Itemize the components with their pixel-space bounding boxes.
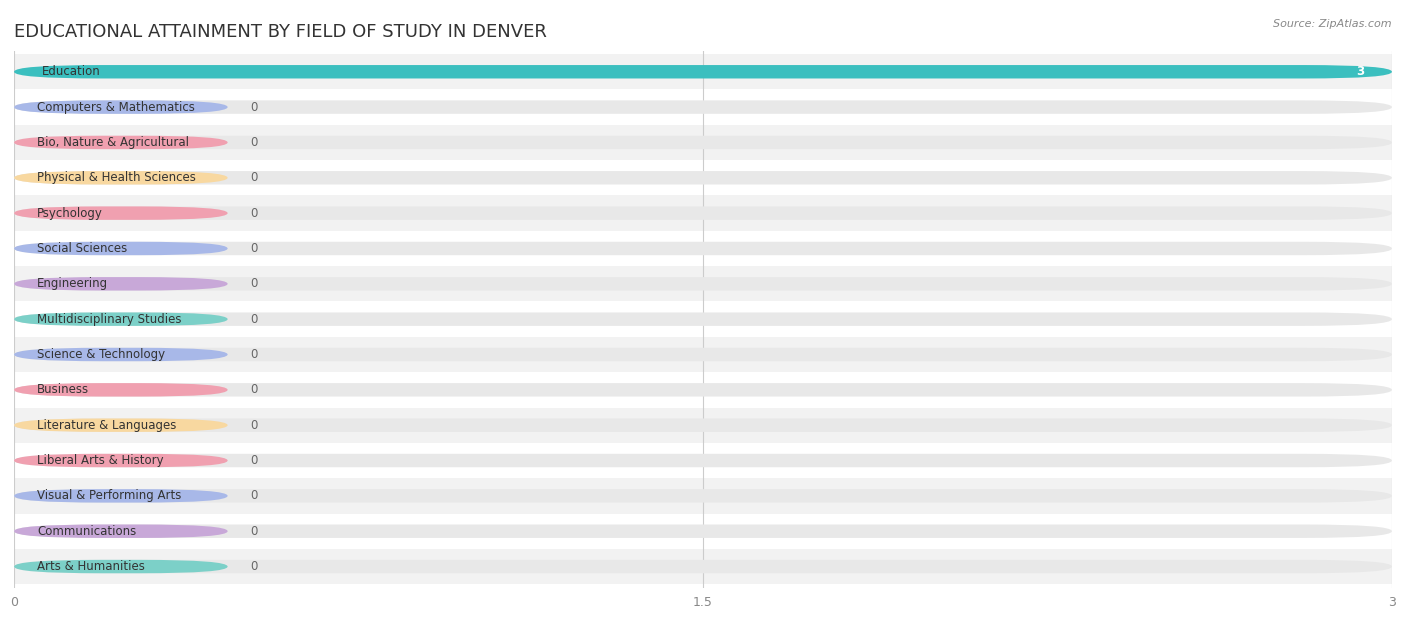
FancyBboxPatch shape	[14, 277, 1392, 291]
Text: Source: ZipAtlas.com: Source: ZipAtlas.com	[1274, 19, 1392, 29]
Text: Social Sciences: Social Sciences	[37, 242, 128, 255]
Text: Bio, Nature & Agricultural: Bio, Nature & Agricultural	[37, 136, 188, 149]
FancyBboxPatch shape	[14, 100, 1392, 114]
FancyBboxPatch shape	[14, 489, 228, 502]
Bar	[0, 301, 1406, 337]
FancyBboxPatch shape	[14, 418, 1392, 432]
Bar	[0, 478, 1406, 514]
Bar	[0, 266, 1406, 301]
FancyBboxPatch shape	[14, 418, 228, 432]
Bar	[0, 337, 1406, 372]
Text: 0: 0	[250, 313, 257, 325]
Text: Liberal Arts & History: Liberal Arts & History	[37, 454, 163, 467]
Bar	[0, 549, 1406, 584]
FancyBboxPatch shape	[14, 525, 1392, 538]
Bar	[0, 195, 1406, 231]
FancyBboxPatch shape	[14, 277, 228, 291]
Bar	[0, 408, 1406, 443]
Text: 0: 0	[250, 277, 257, 290]
Text: Education: Education	[42, 65, 100, 78]
Text: Psychology: Psychology	[37, 207, 103, 220]
Bar	[0, 514, 1406, 549]
Text: 0: 0	[250, 136, 257, 149]
Text: 0: 0	[250, 242, 257, 255]
Text: 0: 0	[250, 100, 257, 114]
Bar	[0, 125, 1406, 160]
FancyBboxPatch shape	[14, 454, 228, 467]
Text: Business: Business	[37, 384, 89, 396]
FancyBboxPatch shape	[14, 100, 228, 114]
FancyBboxPatch shape	[14, 242, 1392, 255]
FancyBboxPatch shape	[14, 136, 1392, 149]
FancyBboxPatch shape	[14, 525, 228, 538]
FancyBboxPatch shape	[14, 348, 228, 362]
FancyBboxPatch shape	[14, 242, 228, 255]
Bar	[0, 54, 1406, 90]
FancyBboxPatch shape	[14, 560, 228, 573]
Text: Science & Technology: Science & Technology	[37, 348, 165, 361]
Text: 0: 0	[250, 418, 257, 432]
FancyBboxPatch shape	[14, 454, 1392, 467]
Text: 0: 0	[250, 489, 257, 502]
FancyBboxPatch shape	[14, 207, 1392, 220]
Text: 0: 0	[250, 348, 257, 361]
Text: Computers & Mathematics: Computers & Mathematics	[37, 100, 195, 114]
FancyBboxPatch shape	[14, 207, 228, 220]
FancyBboxPatch shape	[14, 560, 1392, 573]
FancyBboxPatch shape	[14, 383, 1392, 396]
Text: 0: 0	[250, 384, 257, 396]
Text: Multidisciplinary Studies: Multidisciplinary Studies	[37, 313, 181, 325]
Text: 3: 3	[1357, 65, 1364, 78]
FancyBboxPatch shape	[14, 489, 1392, 502]
Text: 0: 0	[250, 207, 257, 220]
Bar	[0, 372, 1406, 408]
Text: Physical & Health Sciences: Physical & Health Sciences	[37, 171, 195, 185]
Text: Visual & Performing Arts: Visual & Performing Arts	[37, 489, 181, 502]
Text: 0: 0	[250, 454, 257, 467]
Bar	[0, 443, 1406, 478]
Text: EDUCATIONAL ATTAINMENT BY FIELD OF STUDY IN DENVER: EDUCATIONAL ATTAINMENT BY FIELD OF STUDY…	[14, 23, 547, 40]
Bar	[0, 160, 1406, 195]
Bar	[0, 231, 1406, 266]
Text: Engineering: Engineering	[37, 277, 108, 290]
Text: 0: 0	[250, 525, 257, 538]
FancyBboxPatch shape	[14, 171, 228, 185]
FancyBboxPatch shape	[14, 348, 1392, 362]
FancyBboxPatch shape	[14, 171, 1392, 185]
Bar	[0, 90, 1406, 125]
FancyBboxPatch shape	[14, 312, 228, 326]
Text: 0: 0	[250, 560, 257, 573]
FancyBboxPatch shape	[14, 136, 228, 149]
Text: Arts & Humanities: Arts & Humanities	[37, 560, 145, 573]
FancyBboxPatch shape	[14, 312, 1392, 326]
Text: Literature & Languages: Literature & Languages	[37, 418, 176, 432]
FancyBboxPatch shape	[14, 383, 228, 396]
Text: Communications: Communications	[37, 525, 136, 538]
Text: 0: 0	[250, 171, 257, 185]
FancyBboxPatch shape	[14, 65, 1392, 78]
